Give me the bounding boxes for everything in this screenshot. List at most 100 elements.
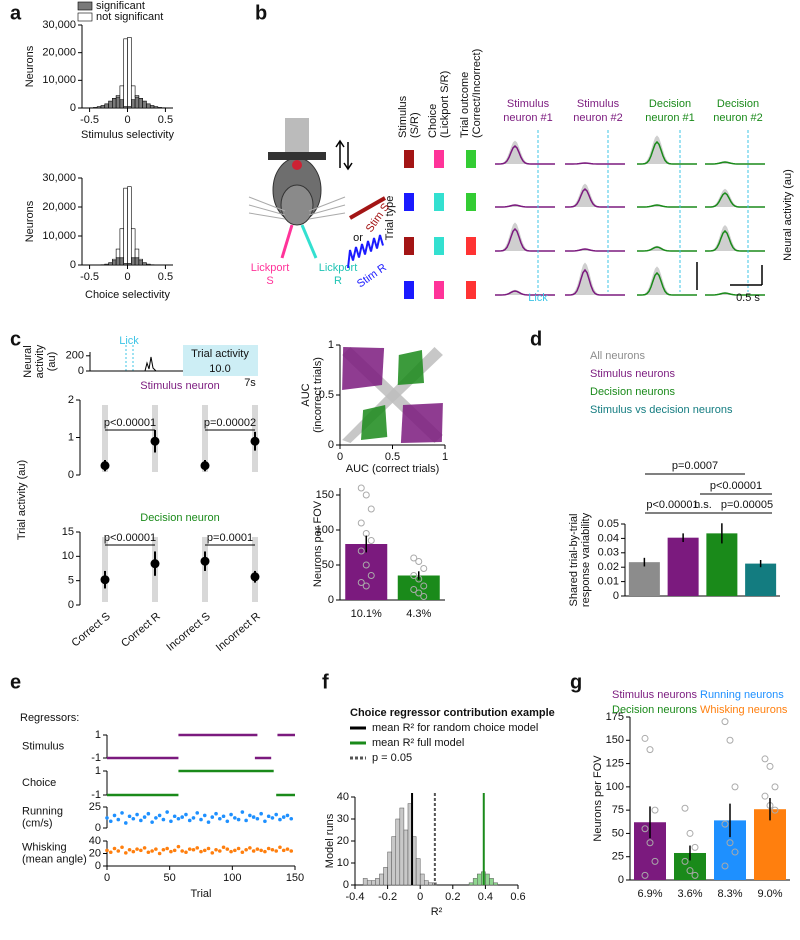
regressor-point	[169, 849, 173, 854]
regressor-point	[150, 820, 154, 824]
neuron-title: neuron #1	[503, 112, 553, 124]
data-point	[641, 871, 649, 879]
panel-label: c	[10, 328, 21, 350]
mean-dot	[200, 461, 210, 471]
y-tick-label: 1	[95, 729, 101, 741]
y-tick-label: 40	[89, 835, 101, 847]
data-point	[362, 491, 370, 499]
mean-dot	[150, 436, 160, 446]
whisker	[308, 212, 346, 220]
legend-label: All neurons	[590, 350, 646, 362]
regressor-point	[270, 816, 275, 820]
data-point	[721, 718, 729, 726]
panel-label: g	[570, 671, 582, 693]
y-axis-label: Neural activity (au)	[782, 169, 794, 261]
bar	[345, 544, 388, 600]
regressor-point	[266, 814, 271, 819]
trace-shade	[565, 183, 625, 207]
y-axis-label: Neurons	[24, 200, 36, 242]
x-tick-label: 0	[337, 451, 343, 463]
neuron-trace	[564, 187, 625, 208]
histogram-bar	[130, 257, 136, 266]
y-tick-label: 10	[337, 857, 349, 869]
y-tick-label: 0	[328, 594, 334, 606]
y-tick-label: 1	[95, 765, 101, 777]
y-axis-label: Neurons	[24, 45, 36, 87]
data-point	[362, 582, 370, 590]
trial-type-swatch	[434, 150, 444, 168]
y-tick-label: 0.5	[319, 389, 334, 401]
regressor-point	[124, 851, 128, 855]
regressor-point	[199, 817, 203, 822]
x-tick-label: -0.5	[80, 271, 99, 283]
whisker	[308, 204, 346, 216]
y-tick-label: 30,000	[42, 172, 76, 184]
data-point	[367, 537, 375, 544]
y-tick-label: 20	[89, 847, 101, 859]
neuron-title: neuron #2	[573, 112, 623, 124]
lickport-label: S	[266, 275, 273, 287]
y-tick-label: 10	[62, 550, 74, 562]
histogram-bar	[472, 878, 478, 886]
legend-label: not significant	[96, 11, 163, 23]
legend-label: Decision neurons	[612, 704, 697, 716]
data-point	[726, 839, 734, 847]
x-tick-label: 150	[286, 872, 304, 884]
regressor-point	[270, 847, 275, 852]
y-tick-label: 0.03	[598, 547, 619, 559]
histogram-bar	[119, 85, 125, 101]
regressor-point	[229, 812, 233, 817]
trial-type-swatch	[404, 237, 414, 255]
regressor-point	[169, 819, 173, 824]
y-tick-label: 0	[78, 365, 84, 377]
histogram-bar	[112, 98, 117, 109]
histogram-bar	[146, 103, 151, 109]
y-tick-label: 50	[612, 827, 624, 839]
histogram-bar	[493, 882, 498, 886]
y-tick-label: 0	[328, 439, 334, 451]
x-tick-label: 1	[442, 451, 448, 463]
trace-shade	[637, 266, 697, 295]
trial-type-swatch	[466, 281, 476, 299]
regressor-point	[127, 847, 132, 852]
x-tick-label: 10.1%	[351, 608, 382, 620]
histogram-bar	[119, 99, 125, 109]
trial-type-label: Trial type	[384, 196, 396, 241]
trial-type-swatch	[434, 237, 444, 255]
bar	[706, 533, 738, 596]
histogram-bar	[115, 257, 121, 266]
data-point	[726, 736, 734, 744]
data-point	[761, 792, 769, 800]
histogram-bar	[489, 878, 494, 886]
data-point	[357, 519, 365, 527]
regressor-point	[206, 846, 211, 851]
y-axis-label: Neurons per FOV	[312, 500, 324, 587]
x-tick-label: 0.6	[510, 891, 525, 903]
histogram-bar	[395, 818, 401, 886]
regressor-point	[165, 810, 169, 814]
whisker	[248, 204, 286, 216]
neuron-trace	[704, 229, 765, 252]
trial-type-swatch	[404, 150, 414, 168]
y-tick-label: 20	[337, 835, 349, 847]
lick-label: Lick	[119, 335, 139, 347]
bar	[745, 563, 777, 596]
regressor-point	[248, 846, 252, 850]
point-cloud	[102, 537, 108, 602]
data-point	[641, 825, 649, 833]
legend-label: Running neurons	[700, 689, 784, 701]
regressor-point	[195, 811, 200, 815]
regressor-point	[240, 850, 245, 855]
data-point	[651, 806, 659, 814]
y-tick-label: 0	[70, 259, 76, 271]
y-tick-label: 10,000	[42, 74, 76, 86]
histogram-bar	[115, 95, 121, 98]
panel-label: e	[10, 671, 21, 693]
x-tick-label: 3.6%	[677, 888, 702, 900]
y-axis-label: Model runs	[324, 813, 336, 868]
regressor-point	[214, 811, 218, 816]
mean-dot	[200, 556, 210, 566]
regressor-point	[218, 816, 222, 821]
data-point	[681, 804, 689, 812]
y-axis-label: Shared trial-by-trial	[568, 514, 580, 607]
